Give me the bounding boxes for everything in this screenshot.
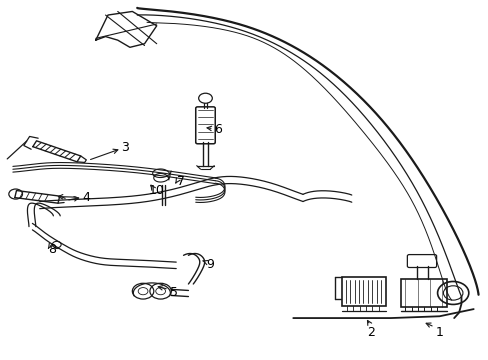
Text: 3: 3: [121, 141, 129, 154]
Text: 2: 2: [366, 326, 374, 339]
Text: 9: 9: [206, 258, 214, 271]
Text: 1: 1: [435, 326, 443, 339]
Text: 6: 6: [213, 123, 221, 136]
Text: 10: 10: [148, 184, 164, 197]
Text: 8: 8: [48, 243, 56, 256]
Text: 7: 7: [177, 175, 185, 188]
Text: 5: 5: [169, 287, 178, 300]
Text: 4: 4: [82, 192, 90, 204]
